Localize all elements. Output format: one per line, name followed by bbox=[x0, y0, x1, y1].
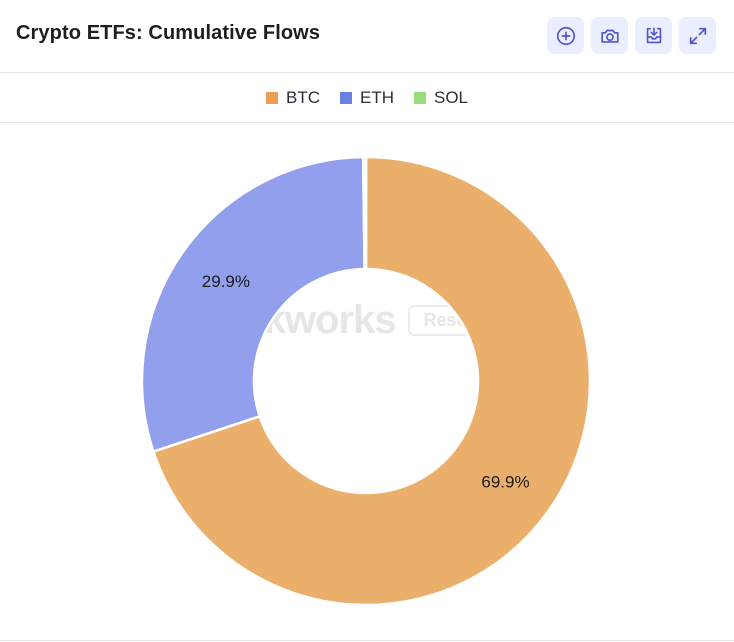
chart-toolbar bbox=[547, 17, 716, 54]
data-label-eth: 29.9% bbox=[202, 272, 250, 291]
donut-slice-sol[interactable] bbox=[361, 155, 368, 271]
chart-header: Crypto ETFs: Cumulative Flows bbox=[0, 0, 734, 73]
bottom-divider bbox=[0, 640, 734, 641]
donut-chart: 69.9% 29.9% bbox=[140, 155, 592, 607]
legend-label-sol: SOL bbox=[433, 87, 469, 107]
legend-item-btc[interactable]: BTC bbox=[265, 87, 320, 108]
legend-swatch-sol bbox=[413, 91, 426, 104]
data-label-btc: 69.9% bbox=[481, 473, 529, 492]
screenshot-button[interactable] bbox=[591, 17, 628, 54]
add-button[interactable] bbox=[547, 17, 584, 54]
camera-icon bbox=[600, 29, 619, 43]
legend-label-eth: ETH bbox=[359, 87, 394, 107]
legend-item-eth[interactable]: ETH bbox=[339, 87, 394, 108]
legend-item-sol[interactable]: SOL bbox=[413, 87, 469, 108]
donut-slice-eth[interactable] bbox=[140, 155, 366, 454]
download-tray-icon bbox=[646, 26, 661, 43]
chart-legend: BTC ETH SOL bbox=[0, 73, 734, 123]
plus-circle-icon bbox=[556, 26, 575, 45]
legend-swatch-eth bbox=[339, 91, 352, 104]
expand-icon bbox=[689, 27, 706, 44]
legend-swatch-btc bbox=[265, 91, 278, 104]
download-button[interactable] bbox=[635, 17, 672, 54]
chart-area: Blockworks Research 69.9%29.9% bbox=[0, 123, 734, 642]
expand-button[interactable] bbox=[679, 17, 716, 54]
donut-slice-btc[interactable] bbox=[151, 155, 592, 607]
legend-label-btc: BTC bbox=[285, 87, 320, 107]
chart-title: Crypto ETFs: Cumulative Flows bbox=[16, 22, 321, 44]
